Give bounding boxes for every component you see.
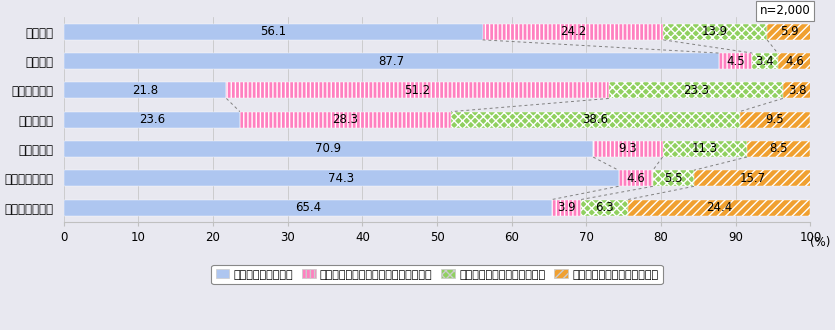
Bar [628,200,811,215]
Bar [483,24,663,40]
Bar [63,170,811,186]
Bar [63,200,811,215]
Bar [240,112,451,128]
Bar [777,53,812,69]
Bar [63,53,811,69]
Text: (%): (%) [811,236,831,248]
Bar [653,170,694,186]
Text: 9.5: 9.5 [766,113,784,126]
Text: 74.3: 74.3 [328,172,354,185]
Text: 4.5: 4.5 [726,54,745,68]
Text: 15.7: 15.7 [740,172,766,185]
Text: n=2,000: n=2,000 [760,4,811,17]
Legend: 使おうとしなかった, 使おうとしたが全くつながらなかった, 使おうとして時々つながった, 使おうとして全部つながった: 使おうとしなかった, 使おうとしたが全くつながらなかった, 使おうとして時々つな… [211,265,663,284]
Bar [63,53,719,69]
Text: 21.8: 21.8 [132,84,158,97]
Bar [63,82,811,98]
Bar [552,200,581,215]
Text: 11.3: 11.3 [691,143,718,155]
Bar [663,141,747,157]
Text: 3.8: 3.8 [787,84,807,97]
Bar [63,24,483,40]
Text: 28.3: 28.3 [332,113,358,126]
Bar [619,170,653,186]
Bar [747,141,811,157]
Bar [63,112,240,128]
Text: 23.6: 23.6 [139,113,164,126]
Text: 6.3: 6.3 [595,201,614,214]
Bar [752,53,777,69]
Bar [783,82,812,98]
Text: 24.4: 24.4 [706,201,732,214]
Bar [740,112,811,128]
Bar [581,200,628,215]
Text: 87.7: 87.7 [378,54,404,68]
Text: 5.9: 5.9 [780,25,798,38]
Text: 24.2: 24.2 [559,25,586,38]
Bar [767,24,812,40]
Text: 23.3: 23.3 [683,84,709,97]
Bar [694,170,812,186]
Bar [609,82,783,98]
Bar [63,170,619,186]
Bar [663,24,767,40]
Text: 13.9: 13.9 [702,25,728,38]
Text: 3.9: 3.9 [557,201,576,214]
Text: 70.9: 70.9 [316,143,342,155]
Bar [451,112,740,128]
Text: 56.1: 56.1 [260,25,286,38]
Text: 4.6: 4.6 [786,54,804,68]
Text: 5.5: 5.5 [664,172,683,185]
Bar [63,112,811,128]
Bar [63,24,811,40]
Text: 3.4: 3.4 [756,54,774,68]
Text: 4.6: 4.6 [626,172,645,185]
Bar [63,82,226,98]
Text: 38.6: 38.6 [582,113,609,126]
Bar [63,141,811,157]
Bar [226,82,609,98]
Text: 8.5: 8.5 [770,143,788,155]
Bar [63,200,552,215]
Text: 65.4: 65.4 [295,201,321,214]
Bar [593,141,663,157]
Text: 51.2: 51.2 [404,84,431,97]
Bar [719,53,752,69]
Text: 9.3: 9.3 [619,143,637,155]
Bar [63,141,593,157]
